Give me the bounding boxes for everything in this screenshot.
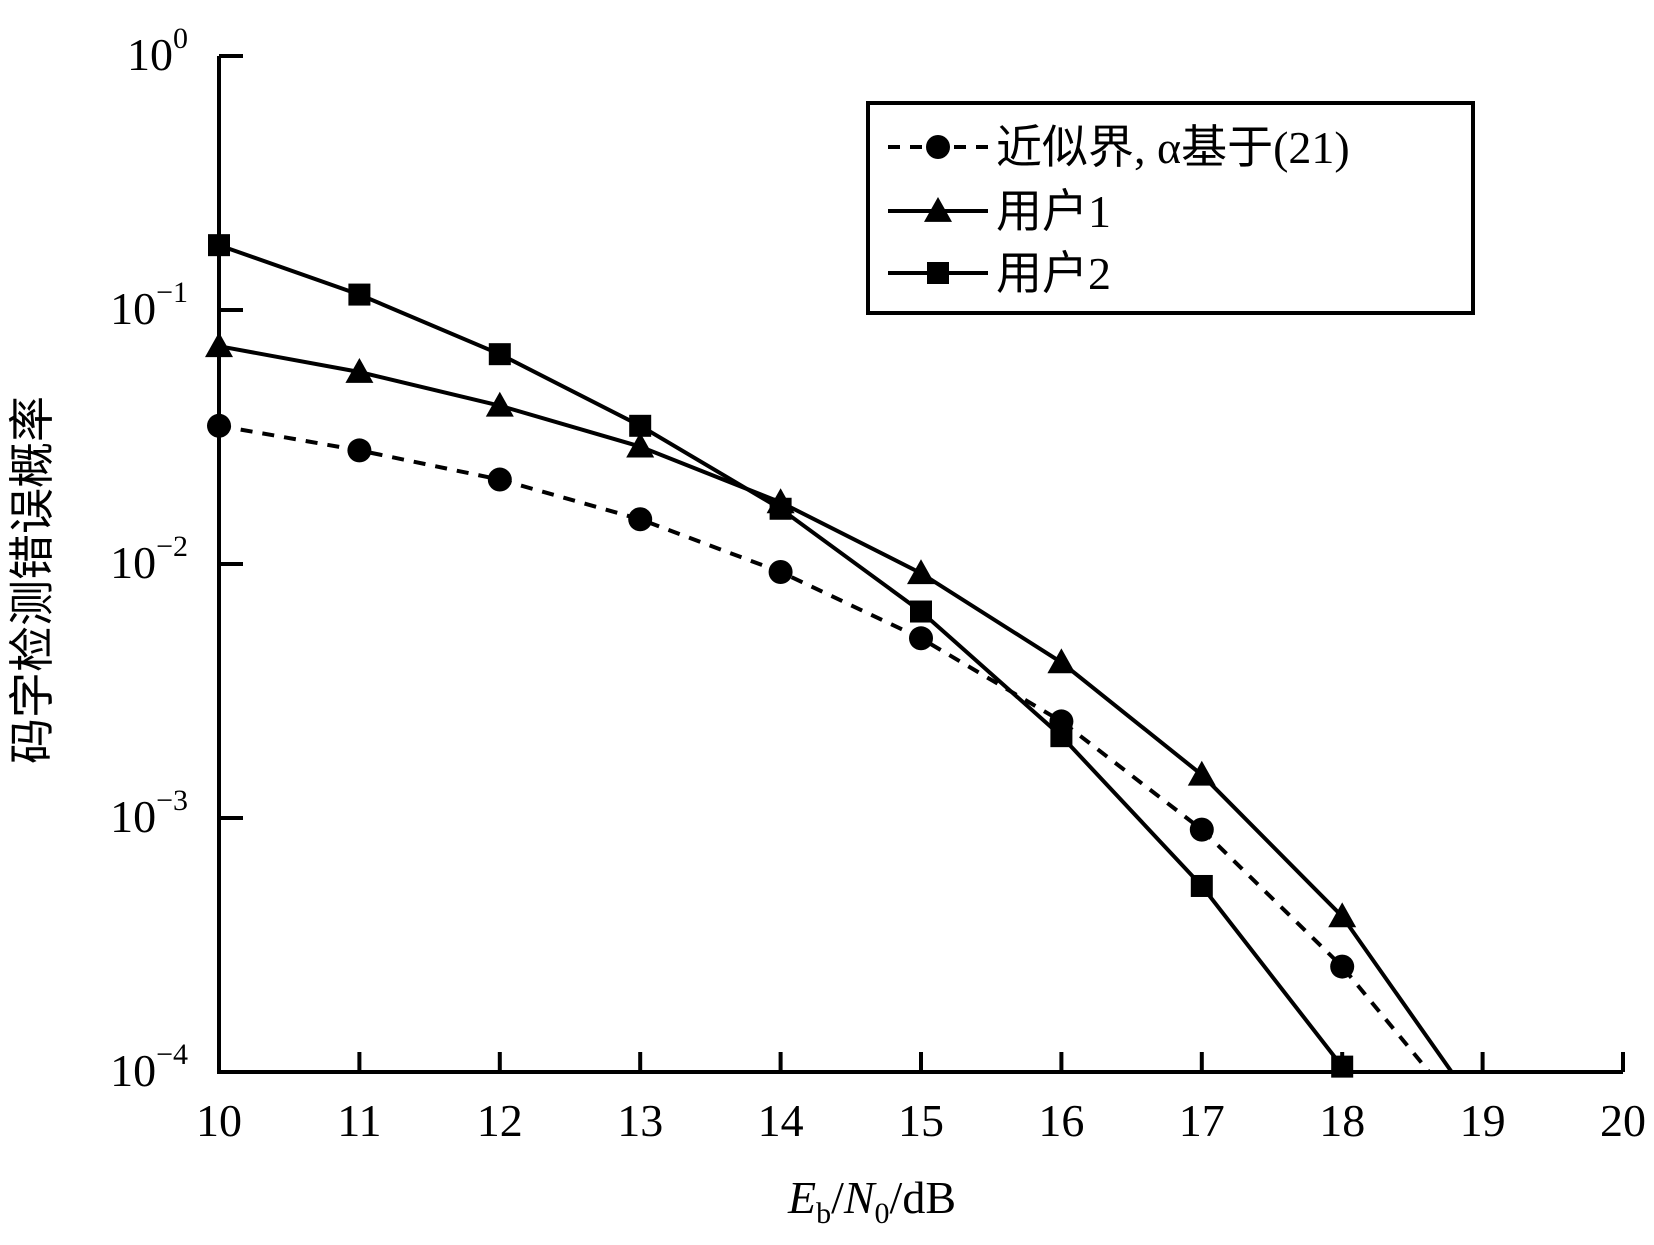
x-tick-label: 10 xyxy=(196,1095,242,1146)
series-3-point xyxy=(348,283,371,306)
series-line-3 xyxy=(218,243,1344,1068)
series-3-point xyxy=(629,414,652,437)
series-1-point xyxy=(1330,954,1355,979)
series-2-point xyxy=(907,559,935,585)
series-1-point xyxy=(909,626,933,651)
x-tick-label: 19 xyxy=(1460,1095,1506,1146)
legend-label: 用户2 xyxy=(996,248,1111,299)
x-tick-label: 15 xyxy=(898,1095,944,1146)
x-ticks: 10 11 12 13 14 15 16 17 18 19 20 xyxy=(196,1052,1646,1146)
series-3-point xyxy=(769,497,792,520)
series-1-point xyxy=(628,507,653,532)
plot-series xyxy=(205,234,1454,1078)
x-tick-label: 20 xyxy=(1600,1095,1646,1146)
legend-items: 近似界, α基于(21) 用户1 用户2 xyxy=(888,122,1350,299)
series-1-point xyxy=(768,560,793,585)
legend-item-3: 用户2 xyxy=(888,248,1111,299)
legend-item-2: 用户1 xyxy=(888,186,1111,237)
legend-box xyxy=(866,101,1475,315)
series-3-point xyxy=(1190,874,1213,897)
legend-marker xyxy=(927,262,949,284)
x-tick-label: 12 xyxy=(477,1095,523,1146)
x-tick-label: 11 xyxy=(337,1095,381,1146)
y-tick-label: 100 xyxy=(127,22,188,80)
x-tick-label: 17 xyxy=(1179,1095,1225,1146)
series-1-point xyxy=(1189,817,1214,842)
series-1 xyxy=(207,413,1431,1074)
series-2 xyxy=(205,332,1454,1074)
y-ticks: 100 10−1 10−2 10−3 10−4 xyxy=(110,22,243,1096)
series-2-point xyxy=(205,332,233,358)
x-tick-label: 14 xyxy=(758,1095,804,1146)
series-1-point xyxy=(207,413,231,438)
y-tick-label: 10−3 xyxy=(110,784,188,842)
y-tick-label: 10−2 xyxy=(110,530,188,588)
x-tick-label: 18 xyxy=(1319,1095,1365,1146)
series-2-point xyxy=(1047,648,1076,674)
legend: 近似界, α基于(21) 用户1 用户2 xyxy=(866,101,1475,315)
series-1-point xyxy=(487,467,512,492)
x-tick-label: 16 xyxy=(1038,1095,1084,1146)
series-3-point xyxy=(488,343,511,366)
series-3-point xyxy=(208,234,230,257)
legend-label: 近似界, α基于(21) xyxy=(996,122,1350,173)
legend-marker xyxy=(926,135,950,159)
legend-label: 用户1 xyxy=(996,186,1111,237)
x-tick-label: 13 xyxy=(617,1095,663,1146)
legend-marker xyxy=(924,197,952,222)
series-2-point xyxy=(1328,902,1357,928)
series-3-point xyxy=(910,600,932,623)
y-tick-label: 10−1 xyxy=(110,276,188,334)
series-2-point xyxy=(626,432,655,458)
series-2-point xyxy=(1187,760,1216,786)
series-line-1 xyxy=(218,423,1431,1074)
series-3 xyxy=(208,234,1354,1078)
y-tick-label: 10−4 xyxy=(110,1038,188,1096)
y-axis-label: 码字检测错误概率 xyxy=(7,396,58,764)
series-1-point xyxy=(347,438,372,463)
series-3-point xyxy=(1050,725,1073,748)
x-axis-label: Eb/N0/dB xyxy=(787,1172,956,1230)
series-2-point xyxy=(345,358,374,383)
legend-item-1: 近似界, α基于(21) xyxy=(888,122,1350,173)
series-line-2 xyxy=(218,344,1454,1074)
series-3-point xyxy=(1331,1055,1354,1078)
series-2-point xyxy=(485,391,514,417)
